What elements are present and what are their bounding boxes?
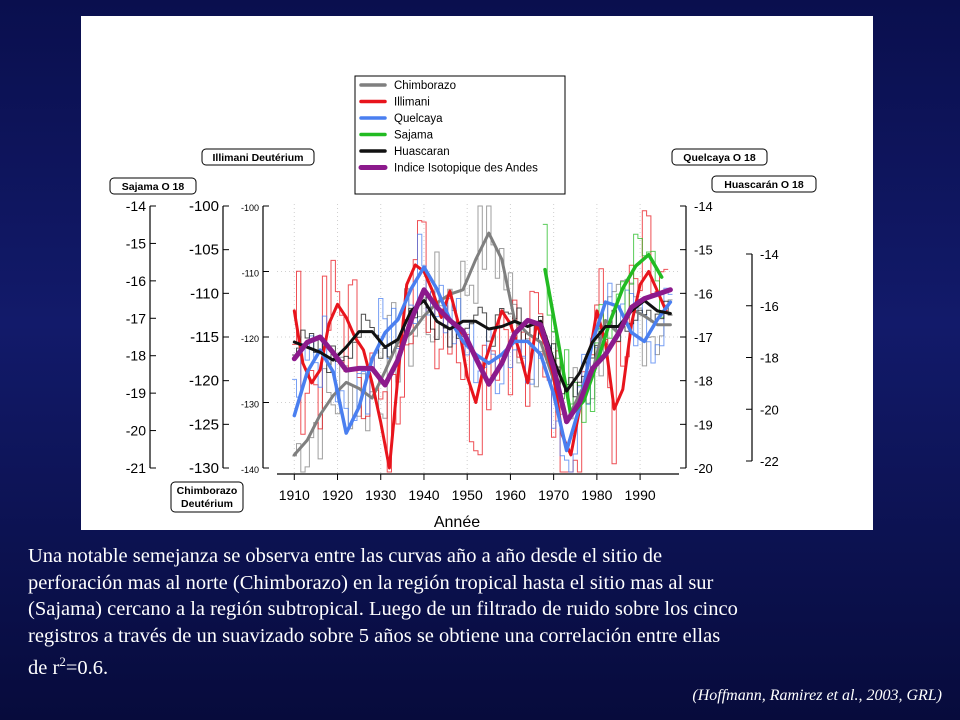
tick-label-chimborazo: -105 <box>189 242 219 259</box>
caption-line: de r2=0.6. <box>28 649 953 681</box>
x-axis-title: Année <box>434 514 480 530</box>
sajama-label-text: Sajama O 18 <box>122 181 185 193</box>
caption: Una notable semejanza se observa entre l… <box>28 543 953 682</box>
tick-label-quelcaya: -19 <box>694 417 713 432</box>
tick-label-illimani: -100 <box>241 203 259 213</box>
tick-label-chimborazo: -100 <box>189 198 219 215</box>
sajama-label-box <box>109 177 197 195</box>
x-tick-label: 1970 <box>538 487 569 503</box>
series-line-huascaran <box>292 299 672 393</box>
smoothed-traces <box>291 231 673 470</box>
x-tick-label: 1940 <box>408 487 439 503</box>
tick-label-huascaran: -14 <box>760 247 779 262</box>
chimborazo-label-text: Deutérium <box>181 498 233 510</box>
tick-label-illimani: -130 <box>241 400 259 410</box>
tick-label-chimborazo: -110 <box>190 285 219 302</box>
x-tick-label: 1950 <box>452 487 483 503</box>
caption-superscript: 2 <box>59 654 66 670</box>
quelcaya-label-box <box>671 148 768 166</box>
chart-axes: -14 -15 -16 -17 -18 -19 -20 -21 -100 -105 -110 -115… <box>126 198 779 530</box>
legend-label: Huascaran <box>394 146 450 158</box>
series-line-quelcaya <box>292 265 673 453</box>
tick-label-sajama: -17 <box>126 310 146 326</box>
legend-box <box>354 75 566 195</box>
tick-label-sajama: -15 <box>126 235 146 251</box>
illimani-label-box <box>201 148 315 166</box>
tick-label-quelcaya: -20 <box>694 461 713 476</box>
tick-label-sajama: -19 <box>126 385 146 401</box>
quelcaya-label-text: Quelcaya O 18 <box>683 152 756 164</box>
tick-label-quelcaya: -15 <box>694 243 713 258</box>
tick-label-huascaran: -22 <box>760 454 779 469</box>
x-tick-label: 1990 <box>625 487 656 503</box>
tick-label-quelcaya: -16 <box>694 286 713 301</box>
tick-label-chimborazo: -115 <box>190 329 219 346</box>
series-line-chimborazo <box>292 231 672 457</box>
tick-label-illimani: -120 <box>241 334 259 344</box>
huascaran-label-box <box>711 175 817 193</box>
tick-label-sajama: -18 <box>126 348 146 364</box>
axis-label-boxes: Sajama O 18 Illimani Deutérium ChimborazoD… <box>109 148 817 513</box>
legend-label: Quelcaya <box>394 113 443 125</box>
chart-legend: Chimborazo Illimani Quelcaya Sajama Huascara… <box>354 75 566 195</box>
tick-label-huascaran: -20 <box>760 402 779 417</box>
caption-text: =0.6. <box>65 657 109 680</box>
chimborazo-label-box <box>170 481 244 513</box>
x-tick-label: 1980 <box>581 487 612 503</box>
tick-label-chimborazo: -125 <box>189 416 219 433</box>
legend-label: Illimani <box>394 97 430 109</box>
illimani-label-text: Illimani Deutérium <box>212 152 303 164</box>
caption-text: de r <box>28 657 60 680</box>
series-line-sajama <box>543 252 664 418</box>
tick-label-sajama: -20 <box>126 423 146 439</box>
legend-label: Chimborazo <box>394 80 456 92</box>
chimborazo-label-text: Chimborazo <box>177 485 238 497</box>
tick-label-quelcaya: -17 <box>694 330 713 345</box>
chart-figure: -14 -15 -16 -17 -18 -19 -20 -21 -100 -105 -110 -115… <box>81 16 873 530</box>
huascaran-label-text: Huascarán O 18 <box>724 179 804 191</box>
caption-line: registros a través de un suavizado sobre… <box>28 624 721 647</box>
tick-label-quelcaya: -18 <box>694 374 713 389</box>
tick-label-sajama: -14 <box>126 198 146 214</box>
caption-line: (Sajama) cercano a la región subtropical… <box>28 598 738 621</box>
tick-label-huascaran: -16 <box>760 299 779 314</box>
caption-line: perforación mas al norte (Chimborazo) en… <box>28 571 714 594</box>
tick-label-illimani: -110 <box>242 269 259 279</box>
x-tick-label: 1920 <box>322 487 353 503</box>
tick-label-quelcaya: -14 <box>694 199 713 214</box>
tick-label-sajama: -16 <box>126 273 146 289</box>
legend-label: Sajama <box>394 130 434 142</box>
caption-line: Una notable semejanza se observa entre l… <box>28 545 663 567</box>
tick-label-chimborazo: -130 <box>189 460 219 477</box>
x-tick-label: 1930 <box>365 487 396 503</box>
x-tick-label: 1960 <box>495 487 526 503</box>
tick-label-sajama: -21 <box>126 460 146 476</box>
citation: (Hoffmann, Ramirez et al., 2003, GRL) <box>692 687 942 704</box>
tick-label-chimborazo: -120 <box>189 373 219 390</box>
tick-label-huascaran: -18 <box>760 351 779 366</box>
series-line-indice-isotopique-des-andes <box>291 287 673 425</box>
chart-svg: -14 -15 -16 -17 -18 -19 -20 -21 -100 -105 -110 -115… <box>109 75 817 530</box>
legend-label: Indice Isotopique des Andes <box>394 163 538 175</box>
tick-label-illimani: -140 <box>241 465 259 475</box>
x-tick-label: 1910 <box>279 487 310 503</box>
